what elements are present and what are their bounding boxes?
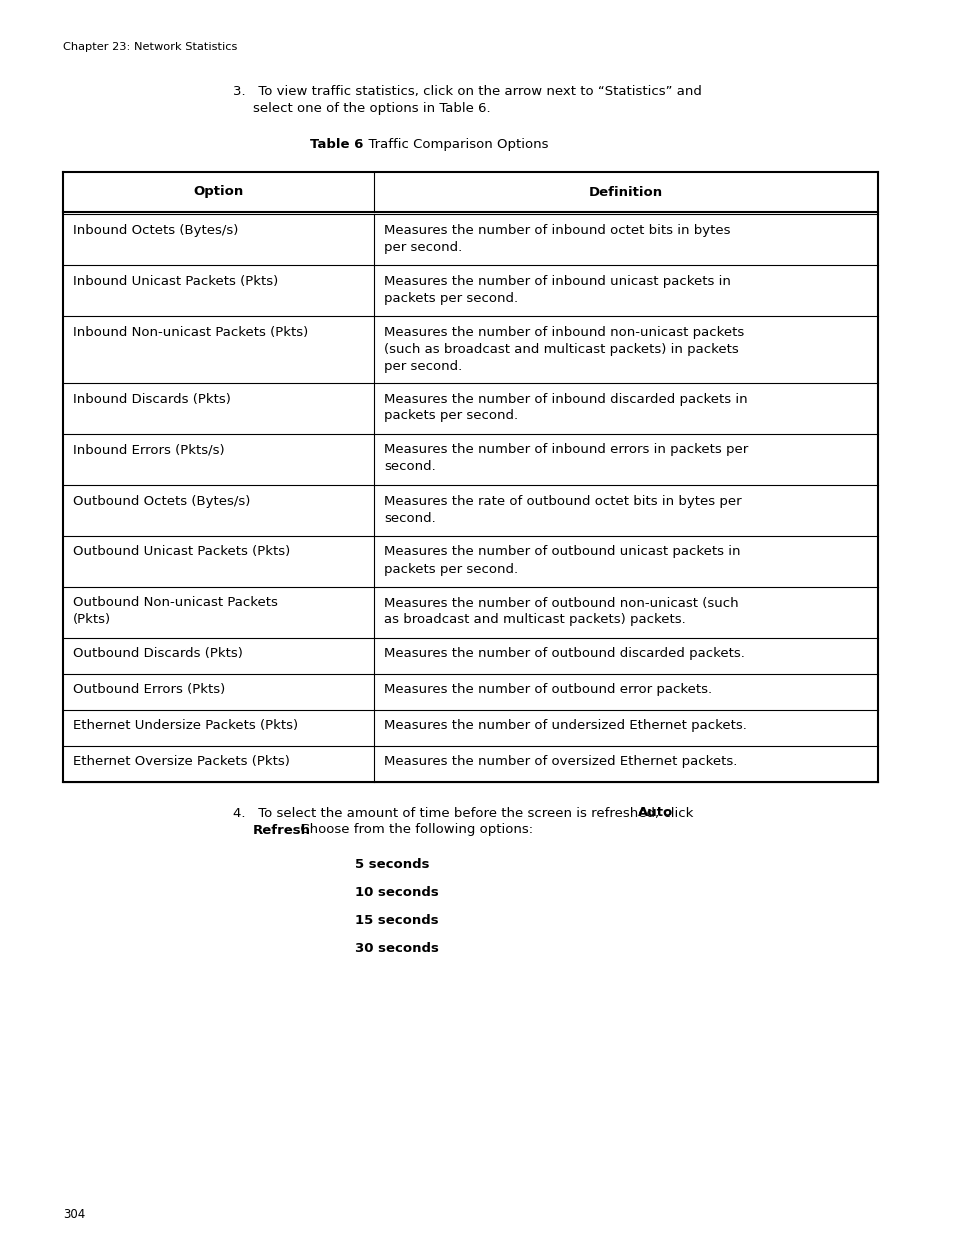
Text: Traffic Comparison Options: Traffic Comparison Options: [359, 138, 548, 151]
Text: Measures the number of inbound octet bits in bytes
per second.: Measures the number of inbound octet bit…: [384, 224, 730, 254]
Text: Outbound Errors (Pkts): Outbound Errors (Pkts): [73, 683, 225, 697]
Text: Measures the number of undersized Ethernet packets.: Measures the number of undersized Ethern…: [384, 720, 746, 732]
Text: Measures the number of inbound non-unicast packets
(such as broadcast and multic: Measures the number of inbound non-unica…: [384, 326, 743, 373]
Text: Measures the number of inbound unicast packets in
packets per second.: Measures the number of inbound unicast p…: [384, 275, 730, 305]
Text: Outbound Discards (Pkts): Outbound Discards (Pkts): [73, 647, 243, 661]
Text: Measures the number of outbound non-unicast (such
as broadcast and multicast pac: Measures the number of outbound non-unic…: [384, 597, 739, 626]
Text: Outbound Octets (Bytes/s): Outbound Octets (Bytes/s): [73, 494, 250, 508]
Text: Ethernet Undersize Packets (Pkts): Ethernet Undersize Packets (Pkts): [73, 720, 297, 732]
Text: Inbound Unicast Packets (Pkts): Inbound Unicast Packets (Pkts): [73, 275, 278, 288]
Text: Outbound Unicast Packets (Pkts): Outbound Unicast Packets (Pkts): [73, 546, 290, 558]
Text: Refresh: Refresh: [253, 824, 311, 836]
Text: 304: 304: [63, 1208, 85, 1221]
Text: Table 6: Table 6: [310, 138, 363, 151]
Text: . Choose from the following options:: . Choose from the following options:: [292, 824, 533, 836]
Text: select one of the options in Table 6.: select one of the options in Table 6.: [253, 103, 490, 115]
Text: 4.   To select the amount of time before the screen is refreshed, click: 4. To select the amount of time before t…: [233, 806, 697, 820]
Text: Inbound Non-unicast Packets (Pkts): Inbound Non-unicast Packets (Pkts): [73, 326, 308, 338]
Text: Option: Option: [193, 185, 244, 199]
Text: 3.   To view traffic statistics, click on the arrow next to “Statistics” and: 3. To view traffic statistics, click on …: [233, 85, 701, 98]
Text: Measures the number of inbound discarded packets in
packets per second.: Measures the number of inbound discarded…: [384, 393, 747, 422]
Text: Measures the number of outbound error packets.: Measures the number of outbound error pa…: [384, 683, 712, 697]
Text: Chapter 23: Network Statistics: Chapter 23: Network Statistics: [63, 42, 237, 52]
Text: Measures the number of inbound errors in packets per
second.: Measures the number of inbound errors in…: [384, 443, 748, 473]
Text: 15 seconds: 15 seconds: [355, 914, 438, 927]
Text: Definition: Definition: [589, 185, 662, 199]
Text: Inbound Errors (Pkts/s): Inbound Errors (Pkts/s): [73, 443, 224, 457]
Text: 30 seconds: 30 seconds: [355, 942, 438, 956]
Text: Measures the number of outbound unicast packets in
packets per second.: Measures the number of outbound unicast …: [384, 546, 740, 576]
Text: Measures the rate of outbound octet bits in bytes per
second.: Measures the rate of outbound octet bits…: [384, 494, 741, 525]
Text: 10 seconds: 10 seconds: [355, 887, 438, 899]
Text: 5 seconds: 5 seconds: [355, 858, 429, 872]
Text: Inbound Discards (Pkts): Inbound Discards (Pkts): [73, 393, 231, 405]
Text: Measures the number of oversized Ethernet packets.: Measures the number of oversized Etherne…: [384, 756, 737, 768]
Text: Inbound Octets (Bytes/s): Inbound Octets (Bytes/s): [73, 224, 238, 237]
Text: Outbound Non-unicast Packets
(Pkts): Outbound Non-unicast Packets (Pkts): [73, 597, 277, 626]
Text: Auto: Auto: [637, 806, 672, 820]
Text: Measures the number of outbound discarded packets.: Measures the number of outbound discarde…: [384, 647, 744, 661]
Text: Ethernet Oversize Packets (Pkts): Ethernet Oversize Packets (Pkts): [73, 756, 290, 768]
